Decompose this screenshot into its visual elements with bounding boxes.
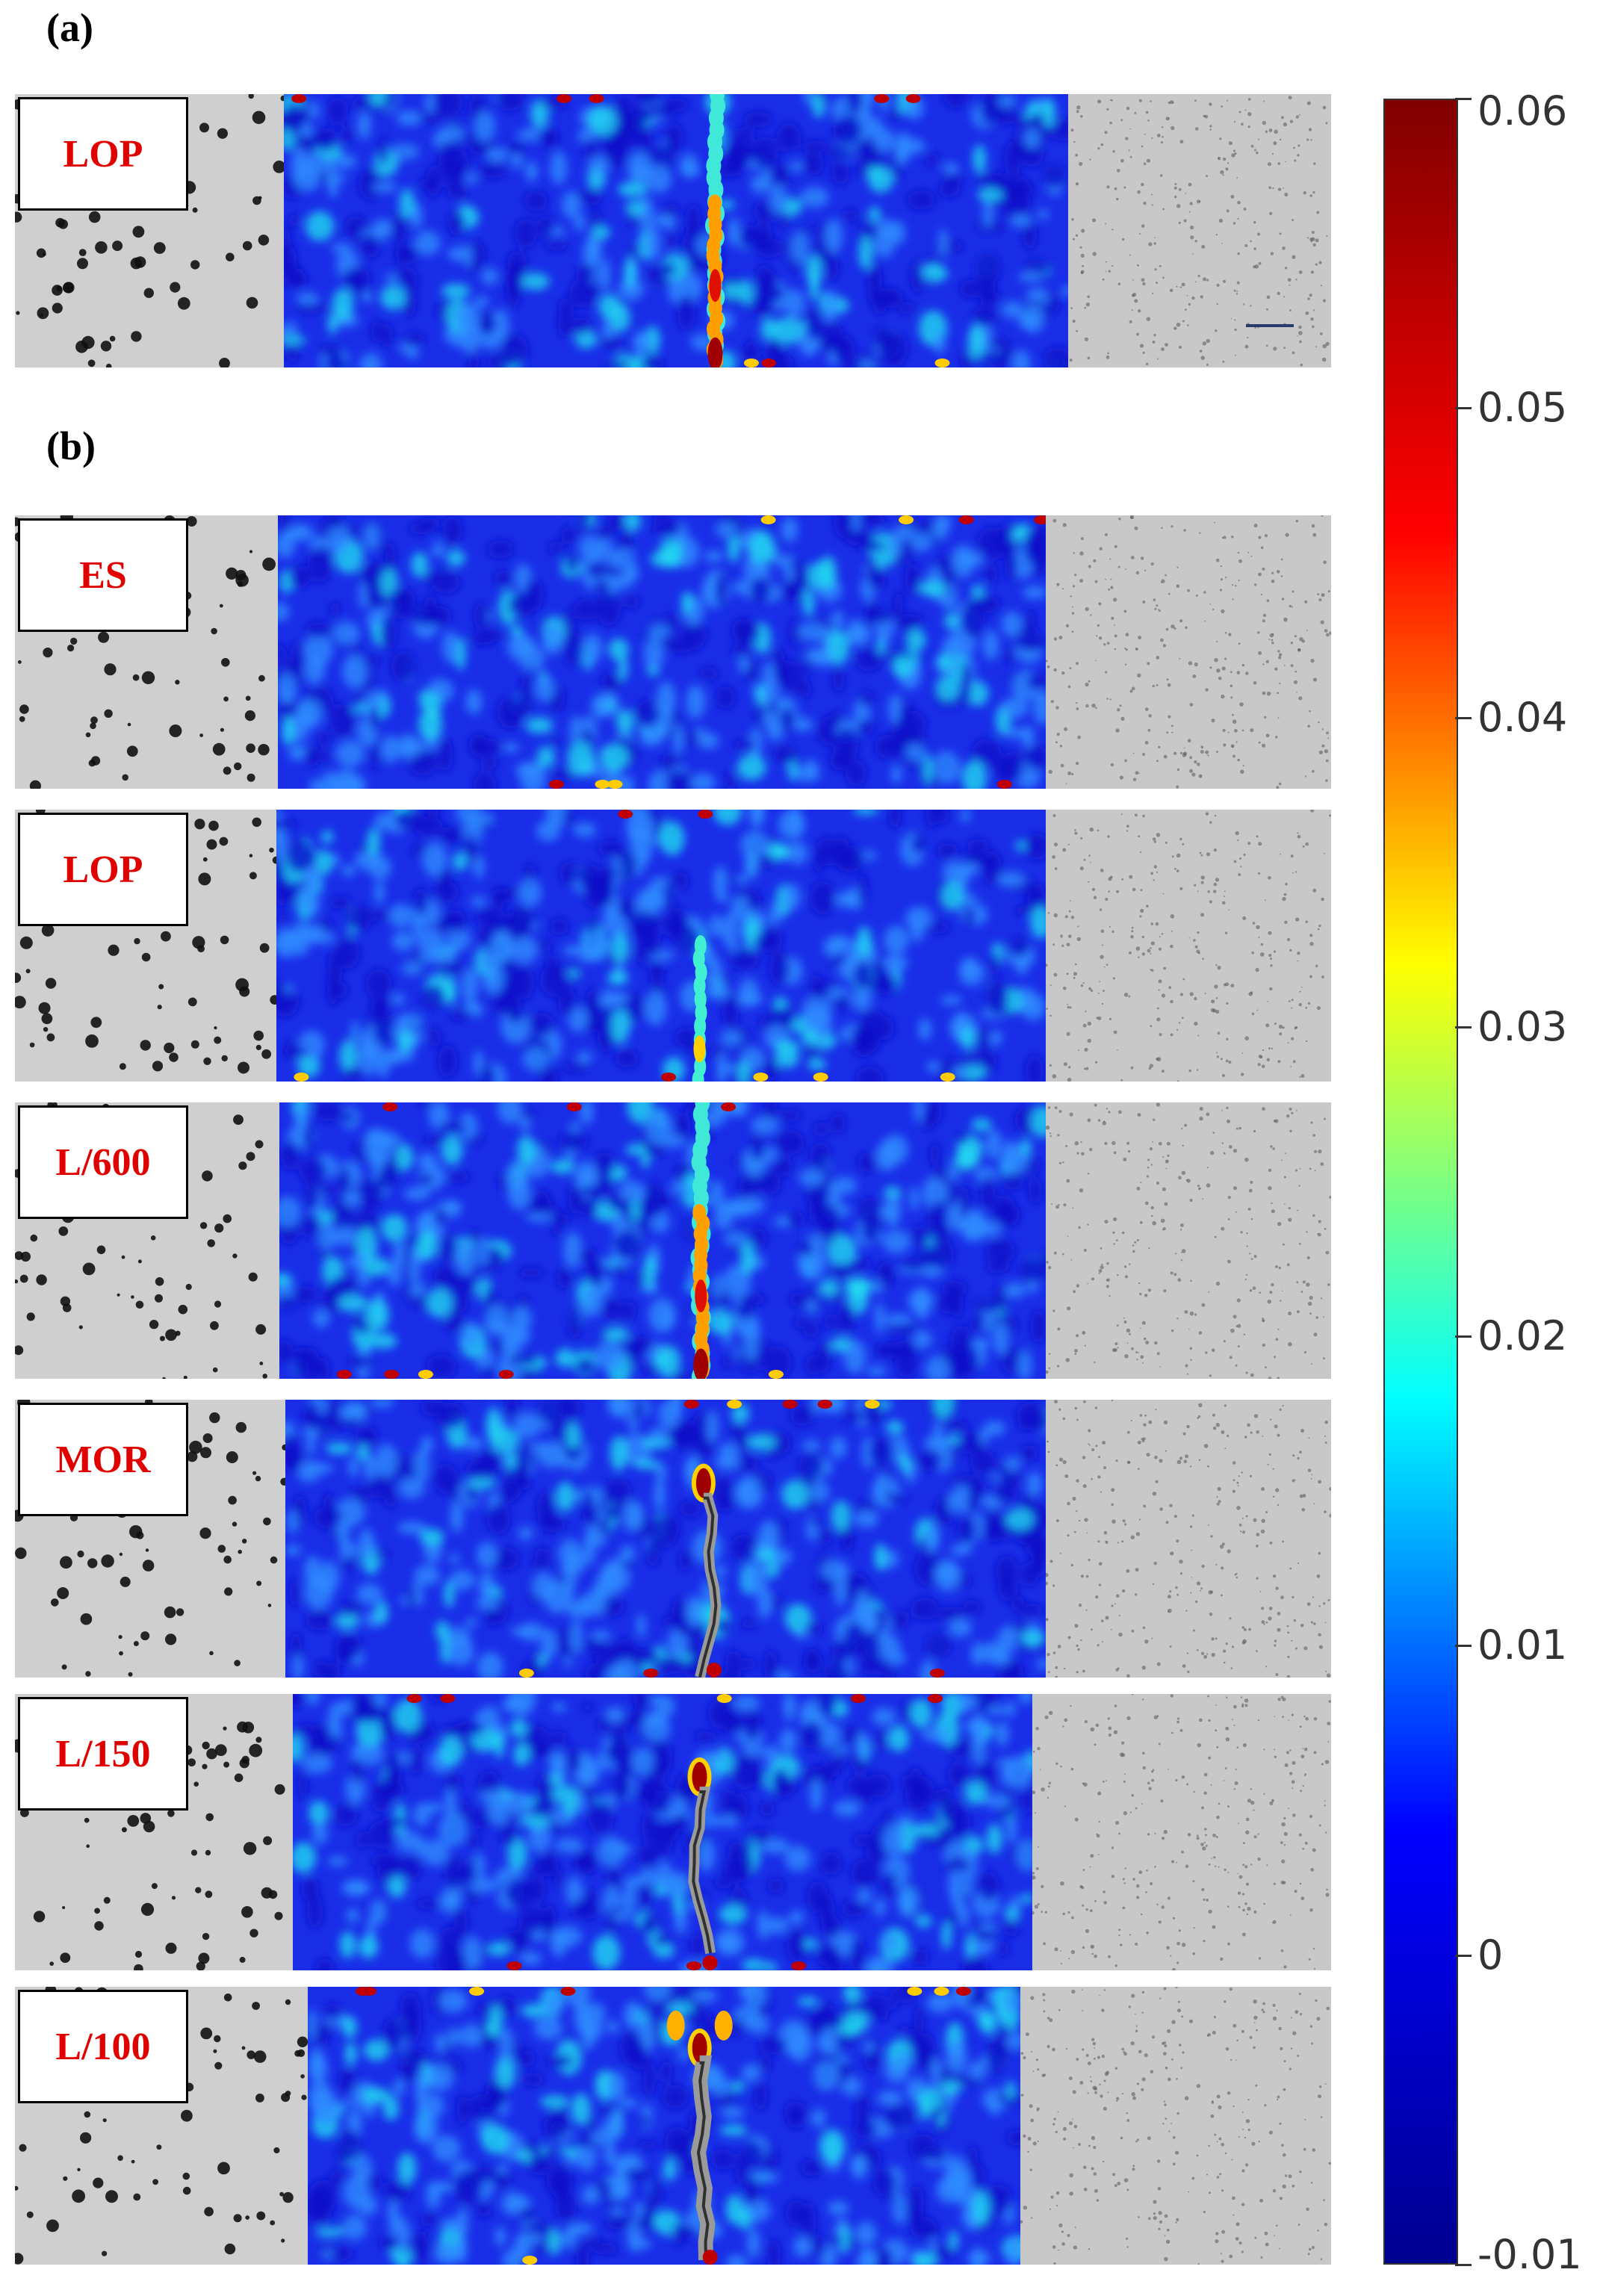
colorbar-tick-label: 0.02 — [1477, 1312, 1568, 1360]
colorbar-tick-label: 0.06 — [1477, 87, 1568, 134]
strain-blobs — [284, 94, 1068, 367]
colorbar-tick-label: 0.01 — [1477, 1622, 1568, 1669]
concrete-right-end — [1046, 810, 1331, 1082]
speckle-pattern — [1020, 1987, 1331, 2265]
colorbar-tick — [1455, 407, 1472, 410]
colorbar-tick — [1455, 1645, 1472, 1648]
colorbar-tick-label: 0.03 — [1477, 1002, 1568, 1050]
specimen-label: L/150 — [55, 1732, 151, 1775]
specimen-label-box: L/100 — [18, 1990, 188, 2103]
specimen-a-lop: LOP — [15, 94, 1331, 367]
specimen-label: LOP — [63, 132, 143, 176]
crack-band — [690, 1102, 711, 1379]
strain-field — [276, 810, 1046, 1082]
strain-blobs — [285, 1400, 1046, 1678]
strain-blobs — [293, 1694, 1032, 1970]
crack-band — [692, 935, 707, 1082]
strain-blobs — [276, 810, 1046, 1082]
colorbar — [1383, 99, 1458, 2265]
concrete-right-end — [1046, 1102, 1331, 1379]
specimen-label: L/100 — [55, 2025, 151, 2068]
panel-b-letter: (b) — [46, 423, 96, 468]
specimen-label: L/600 — [55, 1141, 151, 1184]
scale-bar — [1246, 324, 1294, 327]
specimen-label: LOP — [63, 848, 143, 891]
specimen-b-l100: L/100 — [15, 1987, 1331, 2265]
colorbar-tick — [1455, 98, 1472, 100]
edge-hotspots — [356, 1987, 971, 2265]
crack-band — [691, 1463, 722, 1678]
specimen-label-box: ES — [18, 518, 188, 632]
edge-hotspots — [406, 1694, 943, 1970]
colorbar-tick — [1455, 1335, 1472, 1338]
edge-hotspots — [518, 1400, 945, 1678]
colorbar-tick — [1455, 716, 1472, 719]
speckle-pattern — [1069, 96, 1330, 367]
colorbar-tick-label: 0 — [1477, 1931, 1504, 1979]
crack-band — [666, 2010, 733, 2265]
speckle-pattern — [1032, 1694, 1331, 1970]
colorbar-tick — [1455, 1026, 1472, 1028]
crack-band — [705, 94, 726, 367]
colorbar-tick — [1455, 2264, 1472, 2266]
speckle-pattern — [1046, 1400, 1331, 1678]
concrete-right-end — [1020, 1987, 1331, 2265]
specimen-label-box: L/150 — [18, 1697, 188, 1811]
specimen-label-box: LOP — [18, 813, 188, 926]
strain-field — [278, 515, 1046, 789]
speckle-pattern — [1046, 810, 1331, 1082]
edge-hotspots — [336, 1102, 784, 1379]
strain-blobs — [279, 1102, 1046, 1379]
specimen-b-es: ES — [15, 515, 1331, 789]
specimen-label-box: MOR — [18, 1403, 188, 1516]
edge-hotspots — [548, 515, 1046, 789]
specimen-b-l150: L/150 — [15, 1694, 1331, 1970]
strain-field — [293, 1694, 1032, 1970]
strain-field — [284, 94, 1068, 367]
crack-band — [687, 1757, 718, 1970]
strain-background — [276, 810, 1046, 1082]
specimen-label-box: L/600 — [18, 1105, 188, 1219]
specimen-label: MOR — [55, 1438, 151, 1481]
concrete-right-end — [1046, 1400, 1331, 1678]
panel-a-letter: (a) — [46, 5, 93, 50]
colorbar-tick-label: 0.05 — [1477, 384, 1568, 432]
concrete-right-end — [1068, 94, 1331, 367]
specimen-label: ES — [79, 553, 127, 597]
edge-hotspots — [291, 94, 950, 367]
concrete-right-end — [1046, 515, 1331, 789]
colorbar-tick-label: 0.04 — [1477, 693, 1568, 741]
specimen-b-mor: MOR — [15, 1400, 1331, 1678]
strain-blobs — [308, 1987, 1020, 2265]
strain-field — [279, 1102, 1046, 1379]
colorbar-tick-label: -0.01 — [1477, 2231, 1582, 2278]
concrete-right-end — [1032, 1694, 1331, 1970]
speckle-pattern — [1046, 1102, 1331, 1379]
edge-hotspots — [294, 810, 955, 1082]
strain-field — [308, 1987, 1020, 2265]
colorbar-tick — [1455, 1954, 1472, 1957]
specimen-label-box: LOP — [18, 97, 188, 211]
speckle-pattern — [1046, 515, 1331, 789]
specimen-b-l600: L/600 — [15, 1102, 1331, 1379]
strain-field — [285, 1400, 1046, 1678]
specimen-b-lop: LOP — [15, 810, 1331, 1082]
